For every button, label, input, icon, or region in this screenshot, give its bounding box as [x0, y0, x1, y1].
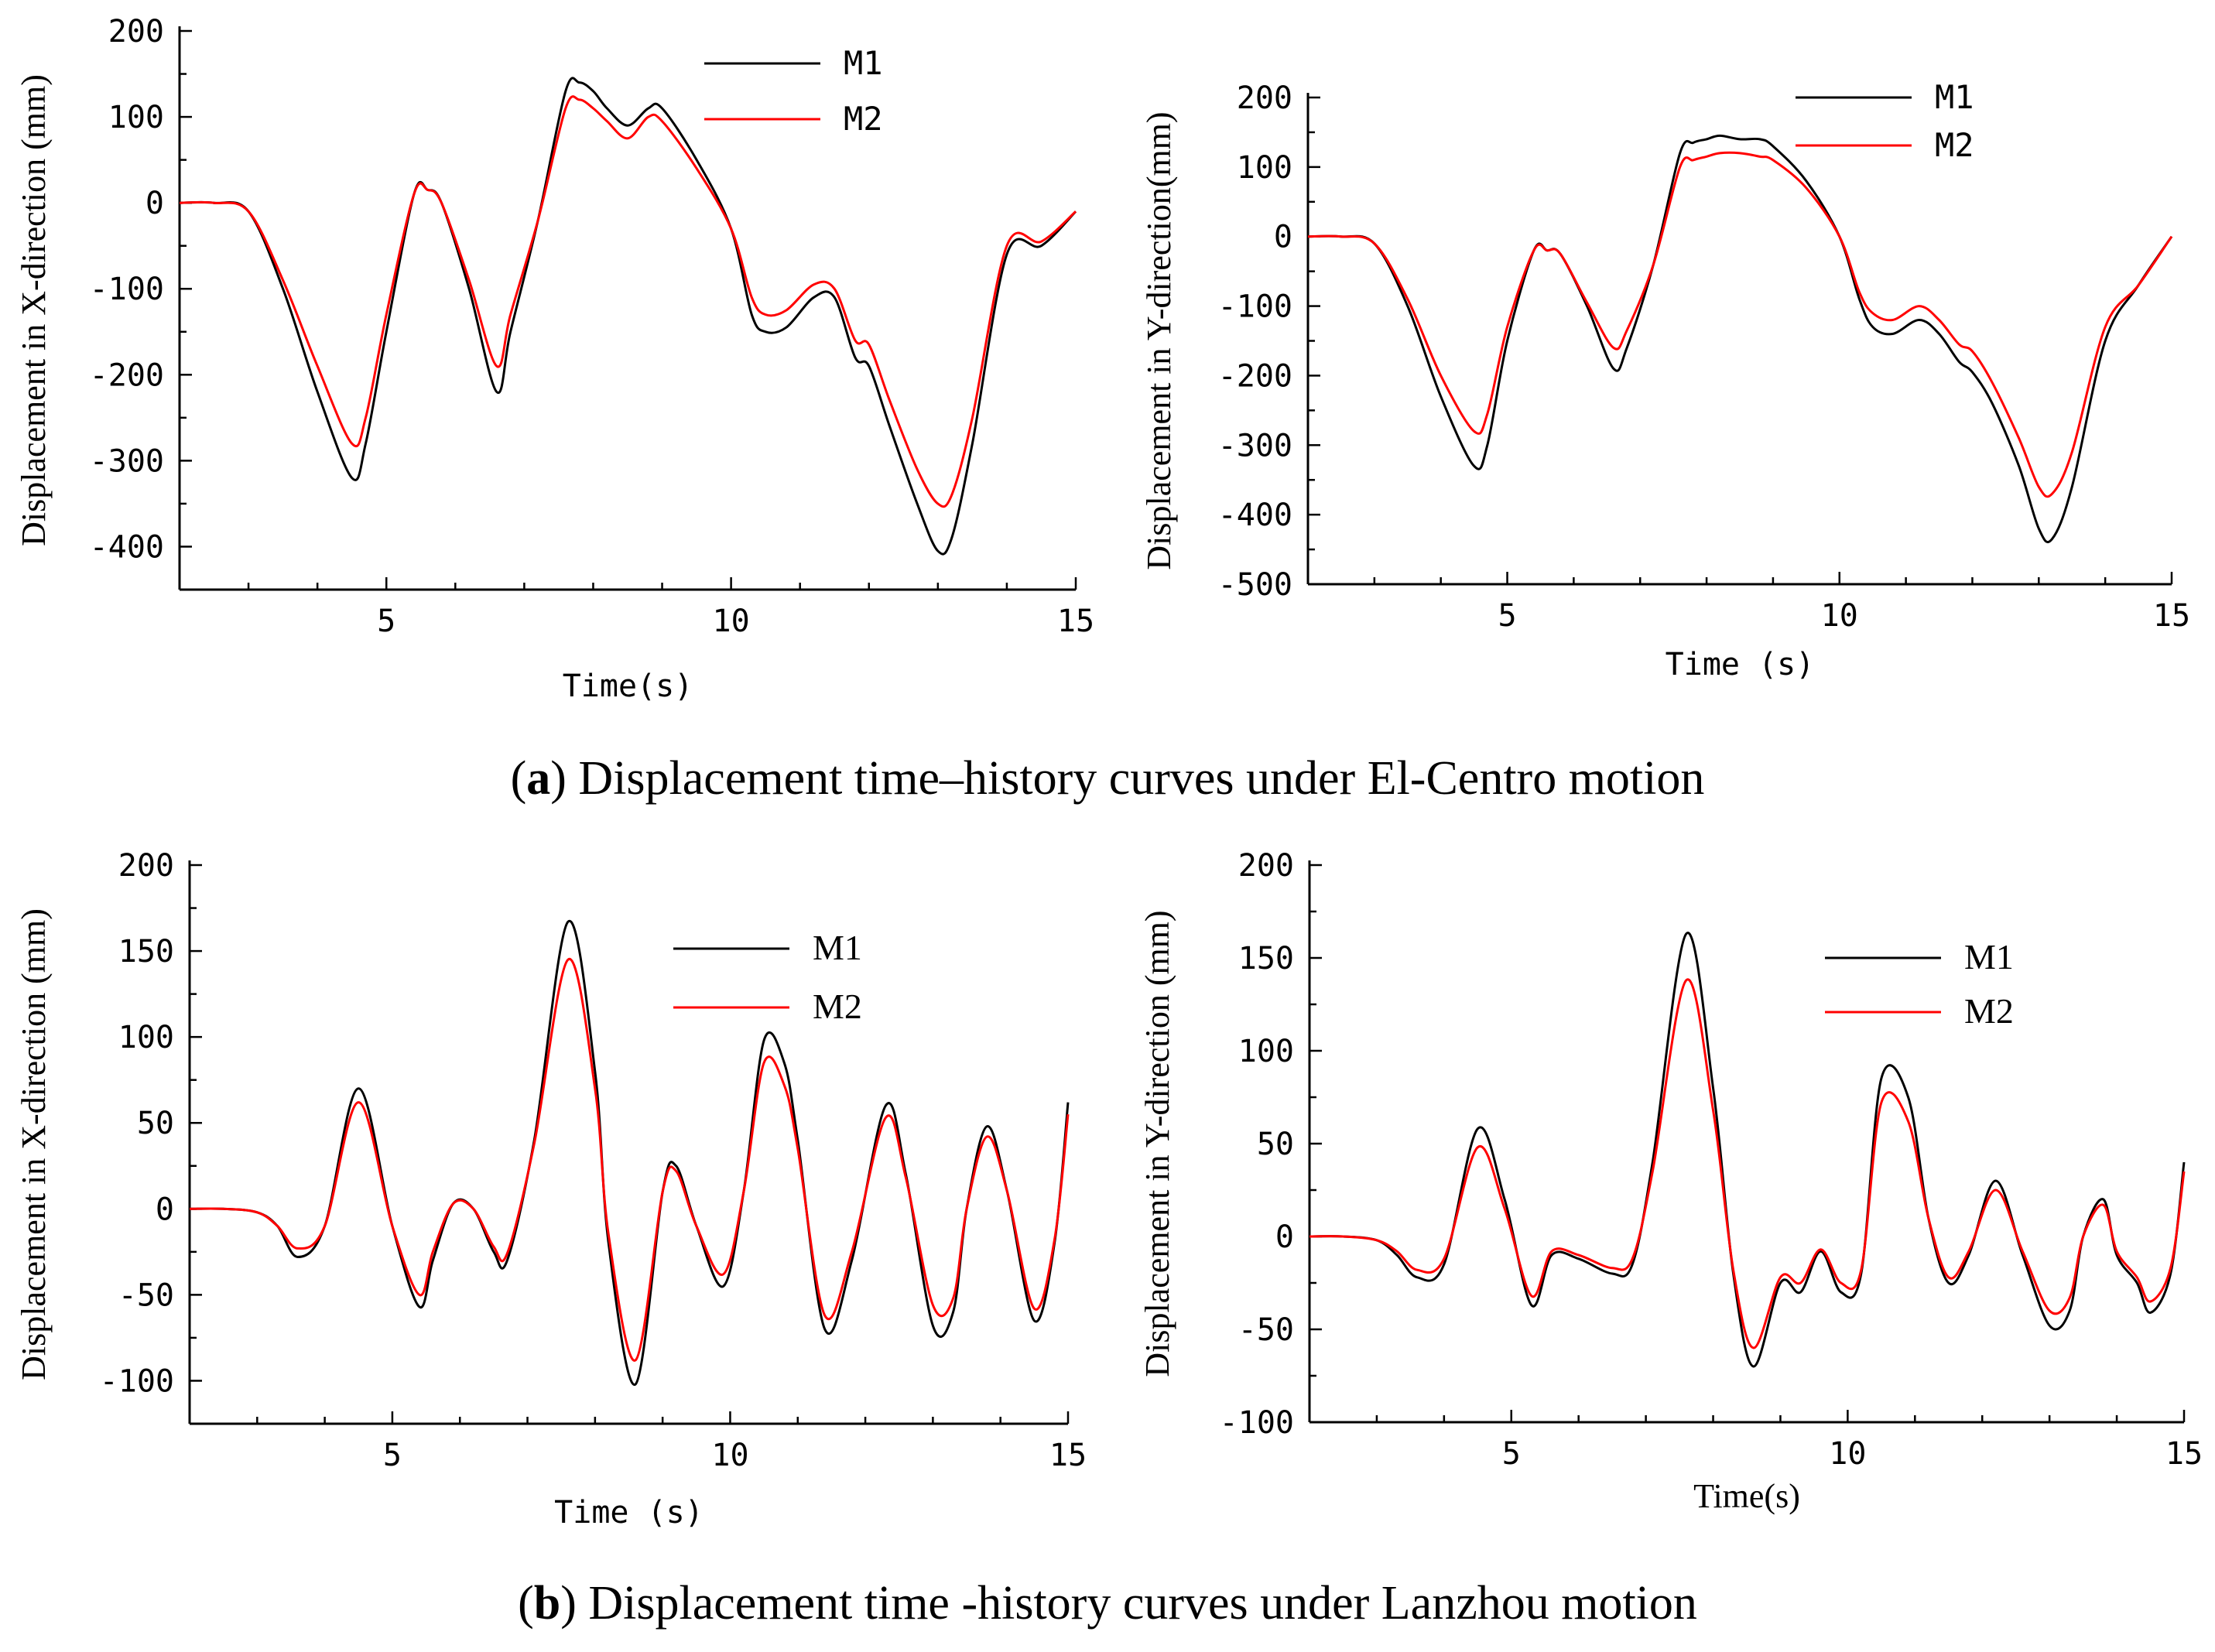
- x-tick-label: 5: [1498, 598, 1516, 634]
- y-tick-label: 0: [145, 186, 164, 221]
- x-tick-label: 15: [1057, 604, 1094, 639]
- legend-label-m2: M2: [1964, 991, 2014, 1031]
- y-tick-label: -100: [1218, 289, 1292, 325]
- x-tick-label: 10: [1829, 1436, 1866, 1472]
- x-tick-label: 10: [713, 604, 750, 639]
- y-tick-label: -50: [118, 1277, 174, 1313]
- y-tick-label: 200: [1237, 80, 1292, 116]
- x-axis-title: Time (s): [1666, 647, 1815, 682]
- series-line-m2: [1307, 151, 2173, 498]
- x-tick-label: 10: [711, 1438, 748, 1473]
- y-tick-label: -100: [1220, 1405, 1294, 1441]
- y-axis-title: Displacement in X-direction (mm): [15, 74, 53, 546]
- chart-a-y-direction: -500 -400 -300 -200 -100 0 100 200 5 10 15 Time (s)…: [1140, 78, 2190, 682]
- legend-label-m1: M1: [1964, 937, 2014, 976]
- x-tick-label: 5: [1502, 1436, 1521, 1472]
- series-line-m2: [189, 958, 1070, 1362]
- x-tick-label: 5: [383, 1438, 402, 1473]
- y-tick-label: -100: [100, 1363, 174, 1399]
- y-tick-label: -500: [1218, 567, 1292, 603]
- legend-label-m1: M1: [1935, 78, 1974, 116]
- chart-a-x-direction: -400 -300 -200 -100 0 100 200 5 10 15 Time(s) Displ…: [15, 14, 1094, 704]
- y-tick-label: 100: [1238, 1034, 1294, 1069]
- legend-label-m1: M1: [844, 44, 883, 82]
- x-axis-title: Time(s): [563, 669, 693, 704]
- x-axis-title: Time (s): [554, 1495, 704, 1531]
- y-tick-label: -300: [90, 443, 164, 479]
- y-tick-label: 200: [1238, 848, 1294, 884]
- y-tick-label: 150: [118, 934, 174, 970]
- legend-label-m1: M1: [813, 928, 862, 967]
- chart-b-x-direction: -100 -50 0 50 100 150 200 5 10 15 Time (s) Displace…: [15, 848, 1087, 1531]
- y-tick-label: -300: [1218, 428, 1292, 463]
- y-tick-label: 0: [1274, 220, 1292, 255]
- x-tick-label: 15: [2153, 598, 2190, 634]
- series-line-m2: [1309, 978, 2186, 1349]
- legend-label-m2: M2: [813, 987, 862, 1026]
- y-axis-title: Displacement in X-direction (mm): [15, 908, 53, 1380]
- y-axis-title: Displacement in Y-direction (mm): [1138, 910, 1176, 1377]
- y-tick-label: 50: [1257, 1127, 1294, 1162]
- y-tick-label: -200: [90, 357, 164, 393]
- y-tick-label: -200: [1218, 358, 1292, 394]
- x-tick-label: 5: [377, 604, 395, 639]
- caption-a: (a) Displacement time–history curves und…: [511, 752, 1705, 805]
- y-tick-label: 100: [1237, 150, 1292, 186]
- y-tick-label: 50: [137, 1106, 174, 1141]
- y-tick-label: 100: [108, 100, 164, 135]
- y-tick-label: 0: [1275, 1219, 1294, 1255]
- y-tick-label: -400: [1218, 498, 1292, 533]
- chart-b-y-direction: -100 -50 0 50 100 150 200 5 10 15 Time(s) Displacem…: [1138, 848, 2203, 1515]
- x-axis-title: Time(s): [1693, 1477, 1800, 1515]
- x-tick-label: 15: [1049, 1438, 1087, 1473]
- series-line-m1: [1309, 932, 2186, 1368]
- y-tick-label: 200: [108, 14, 164, 50]
- y-tick-label: 0: [156, 1192, 174, 1227]
- y-tick-label: -50: [1238, 1312, 1294, 1348]
- x-tick-label: 10: [1821, 598, 1858, 634]
- x-tick-label: 15: [2165, 1436, 2203, 1472]
- legend-label-m2: M2: [1935, 126, 1974, 164]
- y-axis-title: Displacement in Y-direction(mm): [1140, 111, 1178, 569]
- legend-label-m2: M2: [844, 100, 883, 138]
- y-tick-label: 100: [118, 1020, 174, 1055]
- series-line-m2: [179, 95, 1077, 508]
- series-line-m1: [189, 919, 1070, 1386]
- y-tick-label: 150: [1238, 941, 1294, 976]
- caption-b: (b) Displacement time -history curves un…: [518, 1577, 1697, 1630]
- y-tick-label: 200: [118, 848, 174, 884]
- y-tick-label: -100: [90, 272, 164, 307]
- y-tick-label: -400: [90, 529, 164, 565]
- series-line-m1: [1307, 134, 2173, 543]
- series-line-m1: [179, 77, 1077, 556]
